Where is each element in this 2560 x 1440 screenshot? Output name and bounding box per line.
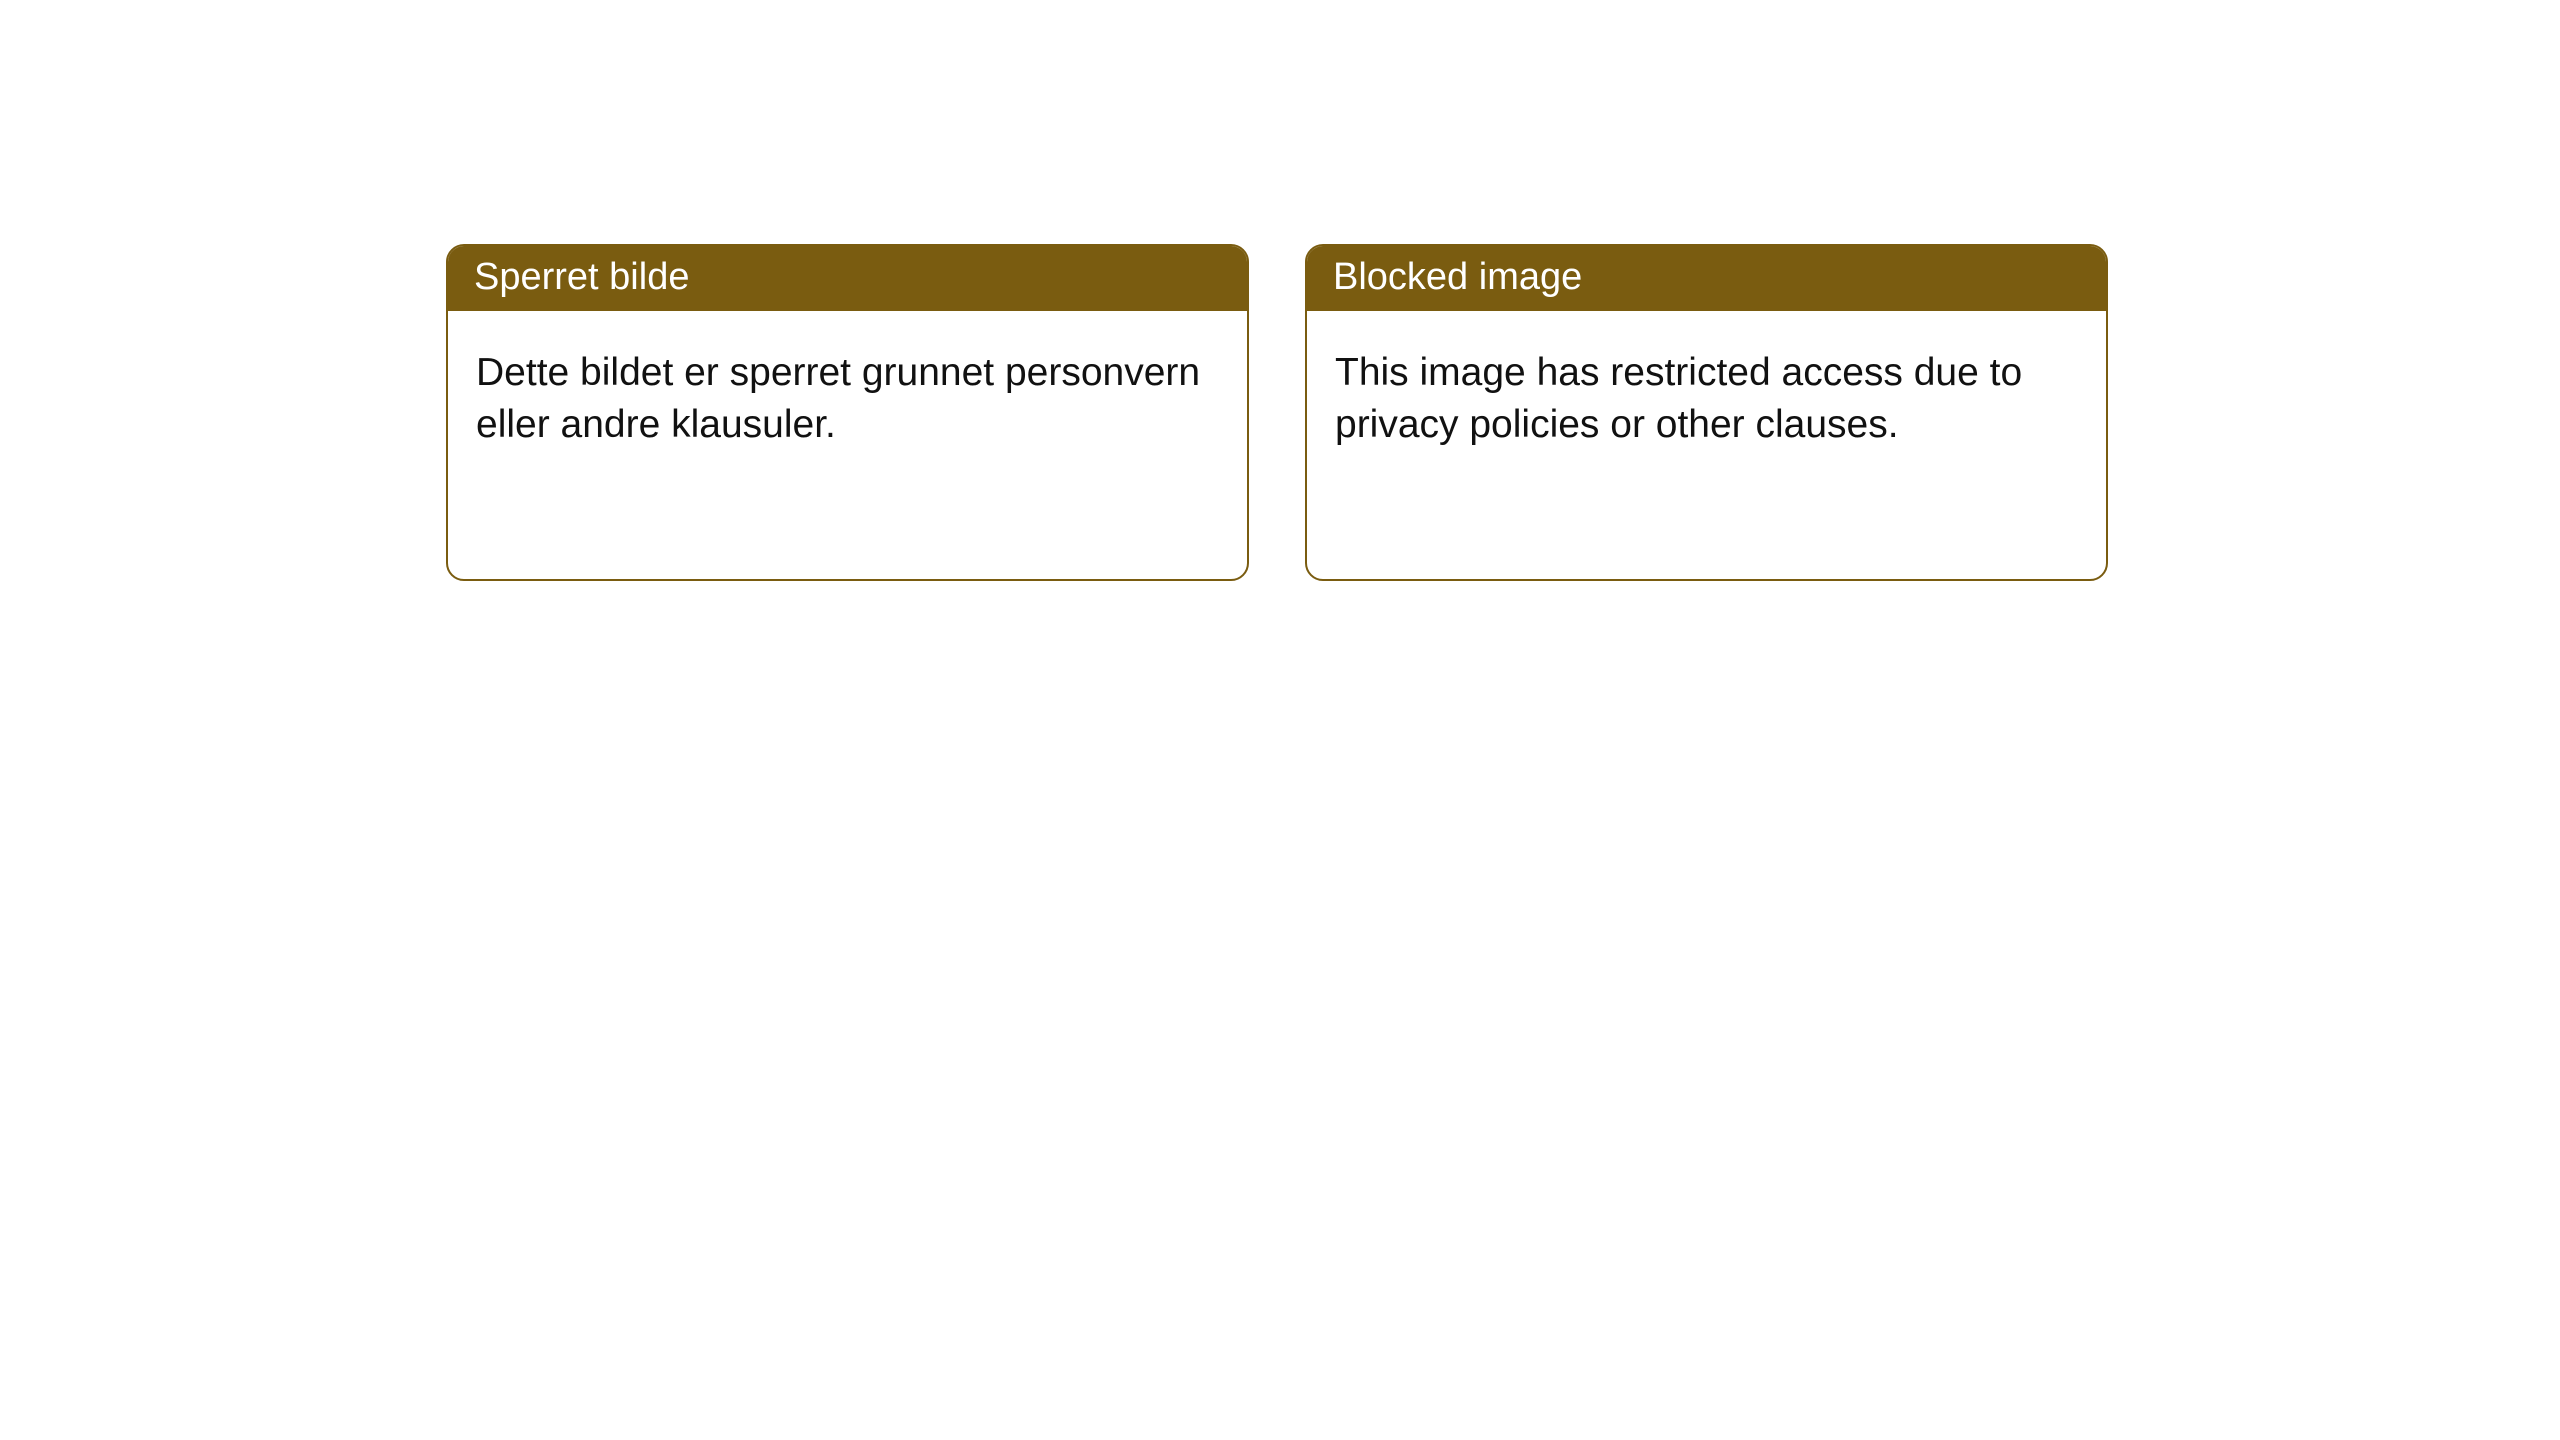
card-header: Blocked image xyxy=(1307,246,2106,311)
card-title: Blocked image xyxy=(1333,256,1582,298)
notice-cards-container: Sperret bilde Dette bildet er sperret gr… xyxy=(0,0,2560,581)
card-message: This image has restricted access due to … xyxy=(1335,351,2022,446)
card-body: This image has restricted access due to … xyxy=(1307,311,2106,471)
notice-card-english: Blocked image This image has restricted … xyxy=(1305,244,2108,581)
card-header: Sperret bilde xyxy=(448,246,1247,311)
card-body: Dette bildet er sperret grunnet personve… xyxy=(448,311,1247,471)
card-title: Sperret bilde xyxy=(474,256,689,298)
card-message: Dette bildet er sperret grunnet personve… xyxy=(476,351,1200,446)
notice-card-norwegian: Sperret bilde Dette bildet er sperret gr… xyxy=(446,244,1249,581)
